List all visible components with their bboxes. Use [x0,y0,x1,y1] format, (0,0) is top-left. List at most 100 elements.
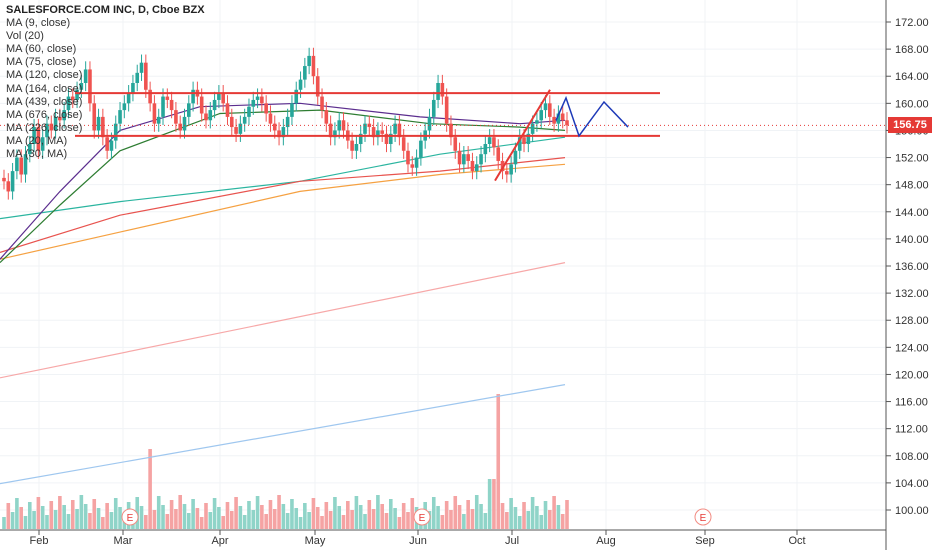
volume-bar [474,495,479,529]
volume-bar [152,510,157,529]
time-tick-label: May [305,535,326,547]
volume-bar [505,512,509,529]
volume-bar [264,514,268,529]
volume-bar [535,506,539,529]
volume-bar [49,501,54,529]
volume-bar [58,496,62,529]
volume-bar [298,517,303,529]
candle-body [483,144,488,155]
candle-body [517,137,522,151]
moving-average-line [0,163,566,260]
price-tick-label: 164.00 [895,71,929,83]
volume-bar [552,496,556,529]
volume-bar [105,503,109,529]
volume-bars [2,394,569,529]
candle-body [2,177,6,182]
price-tick-label: 152.00 [895,153,929,165]
candle-body [427,116,432,131]
volume-bar [548,510,552,529]
candle-body [548,103,552,117]
candle-body [212,99,217,111]
volume-bar [466,500,470,529]
legend-item[interactable]: MA (9, close) [6,17,71,30]
volume-bar [500,503,505,529]
candle-body [487,137,492,144]
legend-item[interactable]: MA (30, MA) [6,148,68,161]
price-tick-label: 120.00 [895,369,929,381]
volume-bar [487,479,492,529]
volume-bar [27,502,32,529]
candle-body [105,137,109,151]
volume-bar [350,510,354,529]
volume-bar [371,509,376,529]
candle-body [23,154,28,175]
candle-body [221,93,225,104]
candle-body [92,103,97,131]
legend-item[interactable]: MA (226, close) [6,121,83,134]
legend-item[interactable]: MA (60, close) [6,43,77,56]
candle-body [75,89,79,100]
legend-item[interactable]: MA (164, close) [6,82,83,95]
candle-body [337,120,342,131]
candle-body [88,69,92,104]
candle-body [431,99,436,117]
volume-bar [113,498,118,529]
candle-body [15,157,19,172]
volume-bar [449,510,453,529]
volume-bar [62,505,66,529]
time-tick-label: Sep [695,535,715,547]
candle-body [27,144,32,155]
legend-item[interactable]: MA (20, MA) [6,134,68,147]
legend-item[interactable]: MA (676, close) [6,108,83,121]
candle-body [565,120,569,126]
volume-bar [247,501,251,529]
candle-body [350,140,354,151]
legend-item[interactable]: Vol (20) [6,30,44,43]
candle-body [234,127,238,134]
candle-body [358,133,363,144]
candle-body [380,130,384,134]
volume-bar [363,514,367,529]
candle-body [49,123,54,131]
candle-body [320,96,324,111]
candle-body [500,160,505,172]
candle-body [169,99,174,111]
candle-body [225,103,230,117]
candle-body [526,133,531,144]
candle-body [113,123,118,141]
volume-bar [161,505,165,529]
price-tick-label: 116.00 [895,397,928,409]
volume-bar [457,505,462,529]
volume-bar [212,498,217,529]
candle-body [19,157,23,175]
volume-bar [238,506,243,529]
volume-bar [169,500,174,529]
legend-item[interactable]: MA (120, close) [6,69,83,82]
moving-average-lines [0,102,566,485]
candle-body [393,123,397,134]
volume-bar [242,515,247,529]
candle-body [238,123,243,134]
volume-bar [315,507,320,529]
chart-title[interactable]: SALESFORCE.COM INC, D, Cboe BZX [6,4,205,16]
candle-body [10,171,15,192]
candle-body [363,123,367,134]
volume-bar [281,504,286,529]
volume-bar [294,508,299,529]
candle-body [414,157,419,168]
candle-body [83,69,88,83]
volume-bar [260,505,264,529]
volume-bar [346,501,350,529]
volume-bar [174,509,178,529]
volume-bar [303,503,307,529]
candle-body [492,137,496,148]
time-tick-label: Aug [596,535,616,547]
candle-body [101,116,105,138]
legend-item[interactable]: MA (439, close) [6,95,83,108]
volume-bar [496,394,501,529]
legend-item[interactable]: MA (75, close) [6,56,77,69]
candle-body [367,123,372,128]
volume-bar [539,515,544,529]
